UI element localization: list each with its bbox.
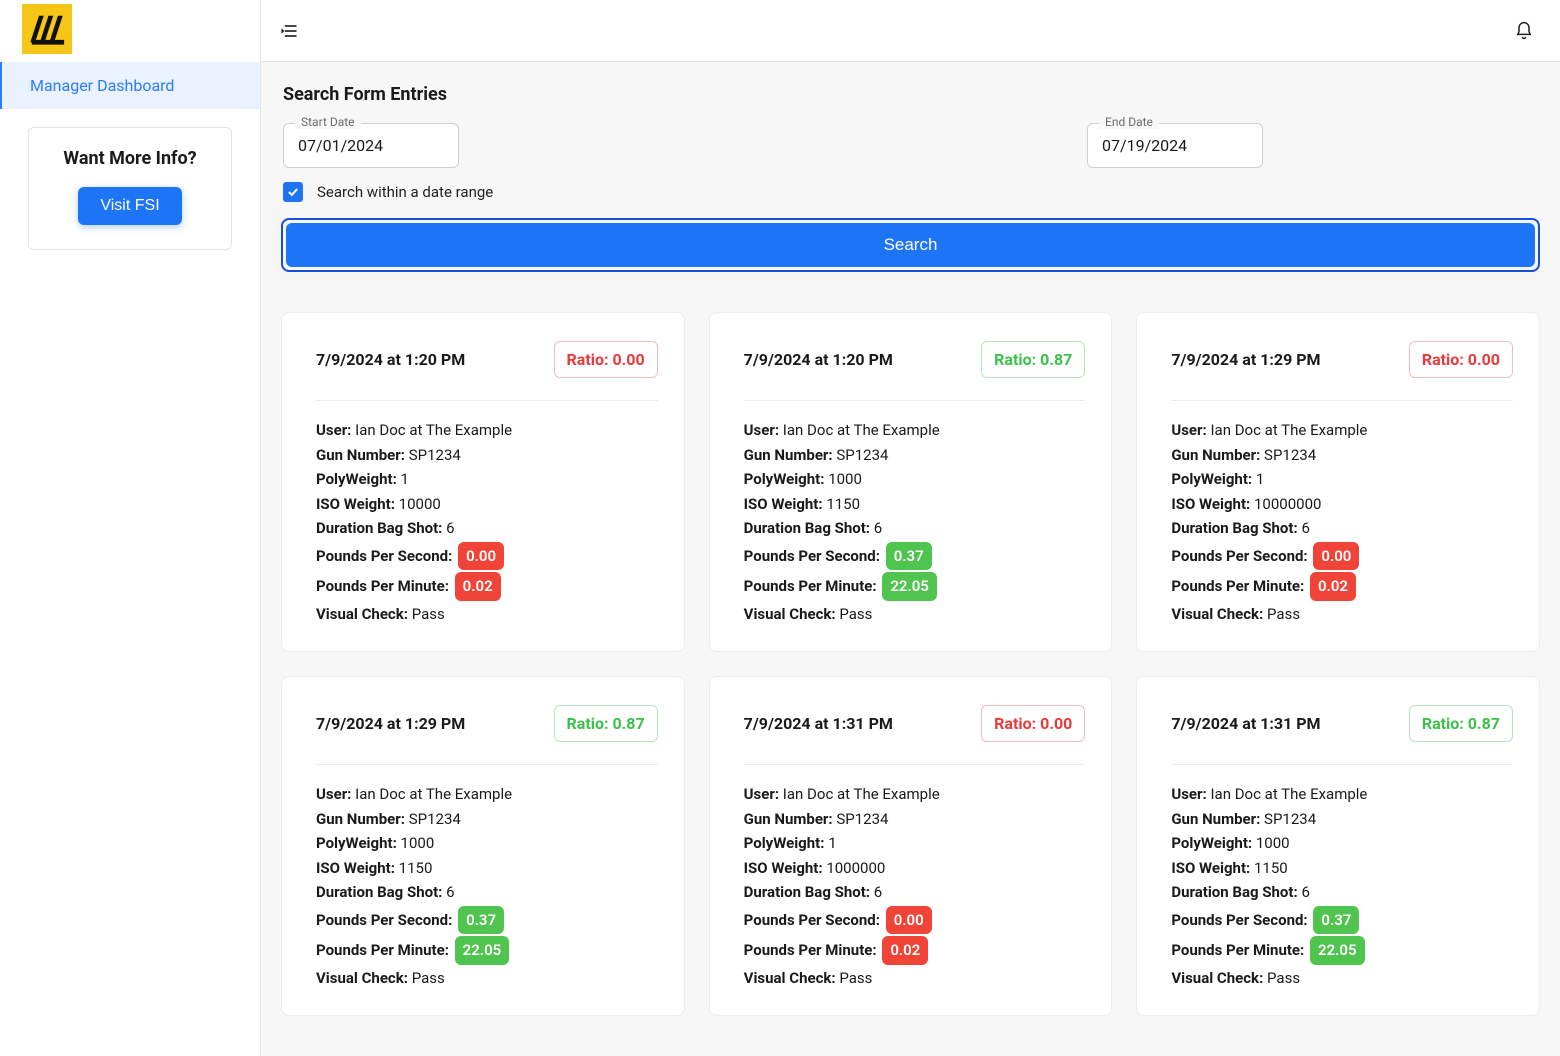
pps-pill: 0.00 (1313, 542, 1359, 571)
end-date-field[interactable]: End Date 07/19/2024 (1087, 123, 1263, 168)
ratio-badge: Ratio: 0.87 (981, 341, 1085, 378)
card-timestamp: 7/9/2024 at 1:20 PM (744, 350, 893, 369)
card-timestamp: 7/9/2024 at 1:20 PM (316, 350, 465, 369)
entry-card[interactable]: 7/9/2024 at 1:31 PM Ratio: 0.00 User: Ian … (709, 676, 1113, 1016)
date-range-checkbox[interactable] (283, 182, 303, 202)
ppm-pill: 0.02 (1310, 572, 1356, 601)
content: Search Form Entries Start Date 07/01/202… (261, 62, 1560, 1056)
cards-grid: 7/9/2024 at 1:20 PM Ratio: 0.00 User: Ian … (279, 312, 1542, 1016)
ppm-pill: 22.05 (455, 936, 510, 965)
ratio-badge: Ratio: 0.00 (981, 705, 1085, 742)
ppm-pill: 0.02 (882, 936, 928, 965)
search-button[interactable]: Search (286, 223, 1535, 267)
sidebar-toggle-icon[interactable] (279, 21, 299, 41)
card-timestamp: 7/9/2024 at 1:29 PM (316, 714, 465, 733)
entry-card[interactable]: 7/9/2024 at 1:29 PM Ratio: 0.87 User: Ian … (281, 676, 685, 1016)
logo-icon (22, 4, 72, 54)
bell-icon[interactable] (1514, 21, 1534, 41)
card-body: User: Ian Doc at The ExampleGun Number: … (1171, 419, 1519, 625)
card-timestamp: 7/9/2024 at 1:29 PM (1171, 350, 1320, 369)
card-body: User: Ian Doc at The ExampleGun Number: … (744, 783, 1092, 989)
logo-wrap (0, 0, 260, 62)
pps-pill: 0.37 (458, 906, 504, 935)
sidebar-item-manager-dashboard[interactable]: Manager Dashboard (0, 62, 260, 109)
card-body: User: Ian Doc at The ExampleGun Number: … (316, 783, 664, 989)
pps-pill: 0.37 (1313, 906, 1359, 935)
card-body: User: Ian Doc at The ExampleGun Number: … (744, 419, 1092, 625)
date-range-checkbox-row: Search within a date range (279, 182, 1542, 202)
ppm-pill: 0.02 (455, 572, 501, 601)
info-card-title: Want More Info? (43, 148, 217, 169)
entry-card[interactable]: 7/9/2024 at 1:29 PM Ratio: 0.00 User: Ian … (1136, 312, 1540, 652)
pps-pill: 0.00 (458, 542, 504, 571)
ratio-badge: Ratio: 0.00 (554, 341, 658, 378)
ratio-badge: Ratio: 0.00 (1409, 341, 1513, 378)
start-date-field[interactable]: Start Date 07/01/2024 (283, 123, 459, 168)
search-button-focus-ring: Search (281, 218, 1540, 272)
pps-pill: 0.37 (886, 542, 932, 571)
card-timestamp: 7/9/2024 at 1:31 PM (744, 714, 893, 733)
ppm-pill: 22.05 (1310, 936, 1365, 965)
entry-card[interactable]: 7/9/2024 at 1:31 PM Ratio: 0.87 User: Ian … (1136, 676, 1540, 1016)
date-row: Start Date 07/01/2024 End Date 07/19/202… (279, 123, 1542, 168)
end-date-label: End Date (1099, 115, 1159, 129)
card-body: User: Ian Doc at The ExampleGun Number: … (316, 419, 664, 625)
main: Search Form Entries Start Date 07/01/202… (261, 0, 1560, 1056)
ppm-pill: 22.05 (882, 572, 937, 601)
visit-fsi-button[interactable]: Visit FSI (78, 187, 181, 225)
ratio-badge: Ratio: 0.87 (554, 705, 658, 742)
topbar (261, 0, 1560, 62)
entry-card[interactable]: 7/9/2024 at 1:20 PM Ratio: 0.87 User: Ian … (709, 312, 1113, 652)
search-heading: Search Form Entries (283, 84, 1542, 105)
card-timestamp: 7/9/2024 at 1:31 PM (1171, 714, 1320, 733)
info-card: Want More Info? Visit FSI (28, 127, 232, 250)
sidebar: Manager Dashboard Want More Info? Visit … (0, 0, 261, 1056)
ratio-badge: Ratio: 0.87 (1409, 705, 1513, 742)
start-date-label: Start Date (295, 115, 361, 129)
pps-pill: 0.00 (886, 906, 932, 935)
date-range-checkbox-label: Search within a date range (317, 183, 493, 201)
entry-card[interactable]: 7/9/2024 at 1:20 PM Ratio: 0.00 User: Ian … (281, 312, 685, 652)
start-date-value: 07/01/2024 (298, 136, 383, 155)
card-body: User: Ian Doc at The ExampleGun Number: … (1171, 783, 1519, 989)
end-date-value: 07/19/2024 (1102, 136, 1187, 155)
